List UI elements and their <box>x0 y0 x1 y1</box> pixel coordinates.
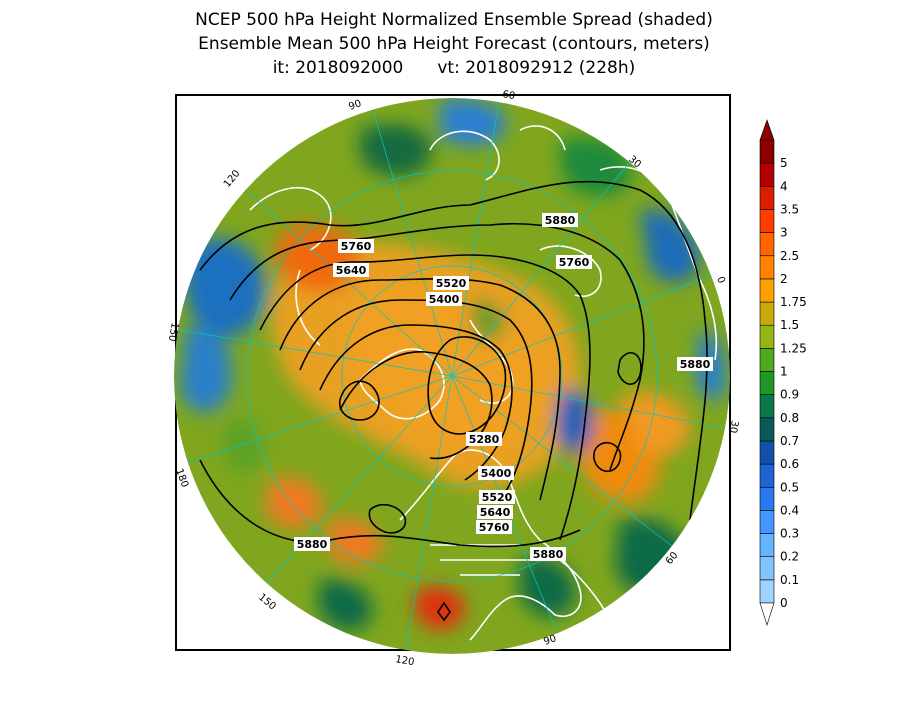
svg-text:5880: 5880 <box>545 214 576 227</box>
colorbar-tick-label: 1.25 <box>780 341 807 355</box>
colorbar-swatch <box>759 556 775 581</box>
contour-labels: 5880 5760 5640 5520 5400 5760 5880 5280 … <box>294 213 713 561</box>
svg-text:5400: 5400 <box>481 467 512 480</box>
colorbar-tick-label: 5 <box>780 156 788 170</box>
contour-label: 5400 <box>426 292 462 306</box>
contour-label: 5520 <box>479 490 515 504</box>
svg-text:5520: 5520 <box>436 277 467 290</box>
colorbar-swatch <box>759 486 775 511</box>
contour-label: 5400 <box>478 466 514 480</box>
colorbar-min-arrow <box>759 602 775 626</box>
longitude-label: 0 <box>714 275 727 285</box>
colorbar-tick-label: 0.2 <box>780 550 799 564</box>
longitude-label: 120 <box>394 654 415 668</box>
colorbar-swatch <box>759 186 775 210</box>
colorbar-tick-label: 0.7 <box>780 434 799 448</box>
colorbar-max-arrow <box>759 119 775 141</box>
svg-text:5400: 5400 <box>429 293 460 306</box>
svg-text:5880: 5880 <box>533 548 564 561</box>
colorbar-tick-label: 0.4 <box>780 503 799 517</box>
colorbar-tick-label: 0.1 <box>780 573 799 587</box>
contour-label: 5880 <box>530 547 566 561</box>
svg-text:5880: 5880 <box>297 538 328 551</box>
colorbar: 0 0.1 0.2 0.3 0.4 0.5 0.6 0.7 0.8 0.9 1 1.25 1.5 1.75… <box>759 119 807 626</box>
colorbar-swatch <box>759 162 775 187</box>
colorbar-tick-label: 2.5 <box>780 249 799 263</box>
colorbar-swatch <box>759 255 775 280</box>
colorbar-swatch <box>759 348 775 372</box>
contour-label: 5640 <box>477 505 513 519</box>
colorbar-tick-label: 1.75 <box>780 295 807 309</box>
colorbar-tick-label: 0.3 <box>780 527 799 541</box>
longitude-label: 150 <box>256 592 278 613</box>
colorbar-swatch <box>759 510 775 534</box>
colorbar-tick-label: 0.5 <box>780 480 799 494</box>
colorbar-tick-label: 0.6 <box>780 457 799 471</box>
colorbar-swatch <box>759 463 775 488</box>
longitude-label: 180 <box>173 467 190 489</box>
colorbar-swatch <box>759 533 775 557</box>
contour-label: 5760 <box>476 520 512 534</box>
colorbar-swatch <box>759 139 775 164</box>
colorbar-swatch <box>759 232 775 257</box>
colorbar-tick-label: 1 <box>780 365 788 379</box>
svg-text:5640: 5640 <box>480 506 511 519</box>
longitude-label: 120 <box>222 168 243 190</box>
colorbar-swatch <box>759 301 775 326</box>
colorbar-swatch <box>759 371 775 395</box>
contour-label: 5880 <box>542 213 578 227</box>
contour-label: 5280 <box>466 432 502 446</box>
init-time-label: it: 2018092000 <box>272 58 404 78</box>
colorbar-tick-label: 0 <box>780 596 788 610</box>
svg-text:5880: 5880 <box>680 358 711 371</box>
colorbar-swatch <box>759 440 775 465</box>
contour-label: 5880 <box>677 357 713 371</box>
colorbar-tick-label: 2 <box>780 272 788 286</box>
svg-text:5760: 5760 <box>479 521 510 534</box>
title-line-2: Ensemble Mean 500 hPa Height Forecast (c… <box>198 34 710 54</box>
colorbar-tick-label: 0.8 <box>780 411 799 425</box>
longitude-label: 90 <box>542 633 558 648</box>
colorbar-swatch <box>759 394 775 419</box>
contour-label: 5520 <box>433 276 469 290</box>
colorbar-tick-label: 4 <box>780 179 788 193</box>
colorbar-tick-label: 3 <box>780 226 788 240</box>
colorbar-tick-label: 3.5 <box>780 202 799 216</box>
colorbar-swatch <box>759 278 775 303</box>
valid-time-label: vt: 2018092912 (228h) <box>437 58 636 78</box>
contour-label: 5760 <box>338 239 374 253</box>
longitude-label: 150 <box>166 321 180 342</box>
svg-text:5640: 5640 <box>336 264 367 277</box>
longitude-label: 90 <box>347 98 363 113</box>
contour-label: 5640 <box>333 263 369 277</box>
svg-text:5760: 5760 <box>559 256 590 269</box>
svg-text:5520: 5520 <box>482 491 513 504</box>
contour-label: 5880 <box>294 537 330 551</box>
colorbar-tick-label: 1.5 <box>780 318 799 332</box>
svg-text:5280: 5280 <box>469 433 500 446</box>
contour-label: 5760 <box>556 255 592 269</box>
longitude-label: 60 <box>501 89 515 102</box>
colorbar-swatch <box>759 579 775 604</box>
longitude-label: 30 <box>727 419 740 433</box>
title-line-1: NCEP 500 hPa Height Normalized Ensemble … <box>195 10 713 30</box>
svg-text:5760: 5760 <box>341 240 372 253</box>
colorbar-swatch <box>759 417 775 442</box>
colorbar-swatch <box>759 324 775 349</box>
colorbar-tick-label: 0.9 <box>780 388 799 402</box>
title-line-3: it: 2018092000 vt: 2018092912 (228h) <box>0 58 908 78</box>
colorbar-swatch <box>759 209 775 233</box>
